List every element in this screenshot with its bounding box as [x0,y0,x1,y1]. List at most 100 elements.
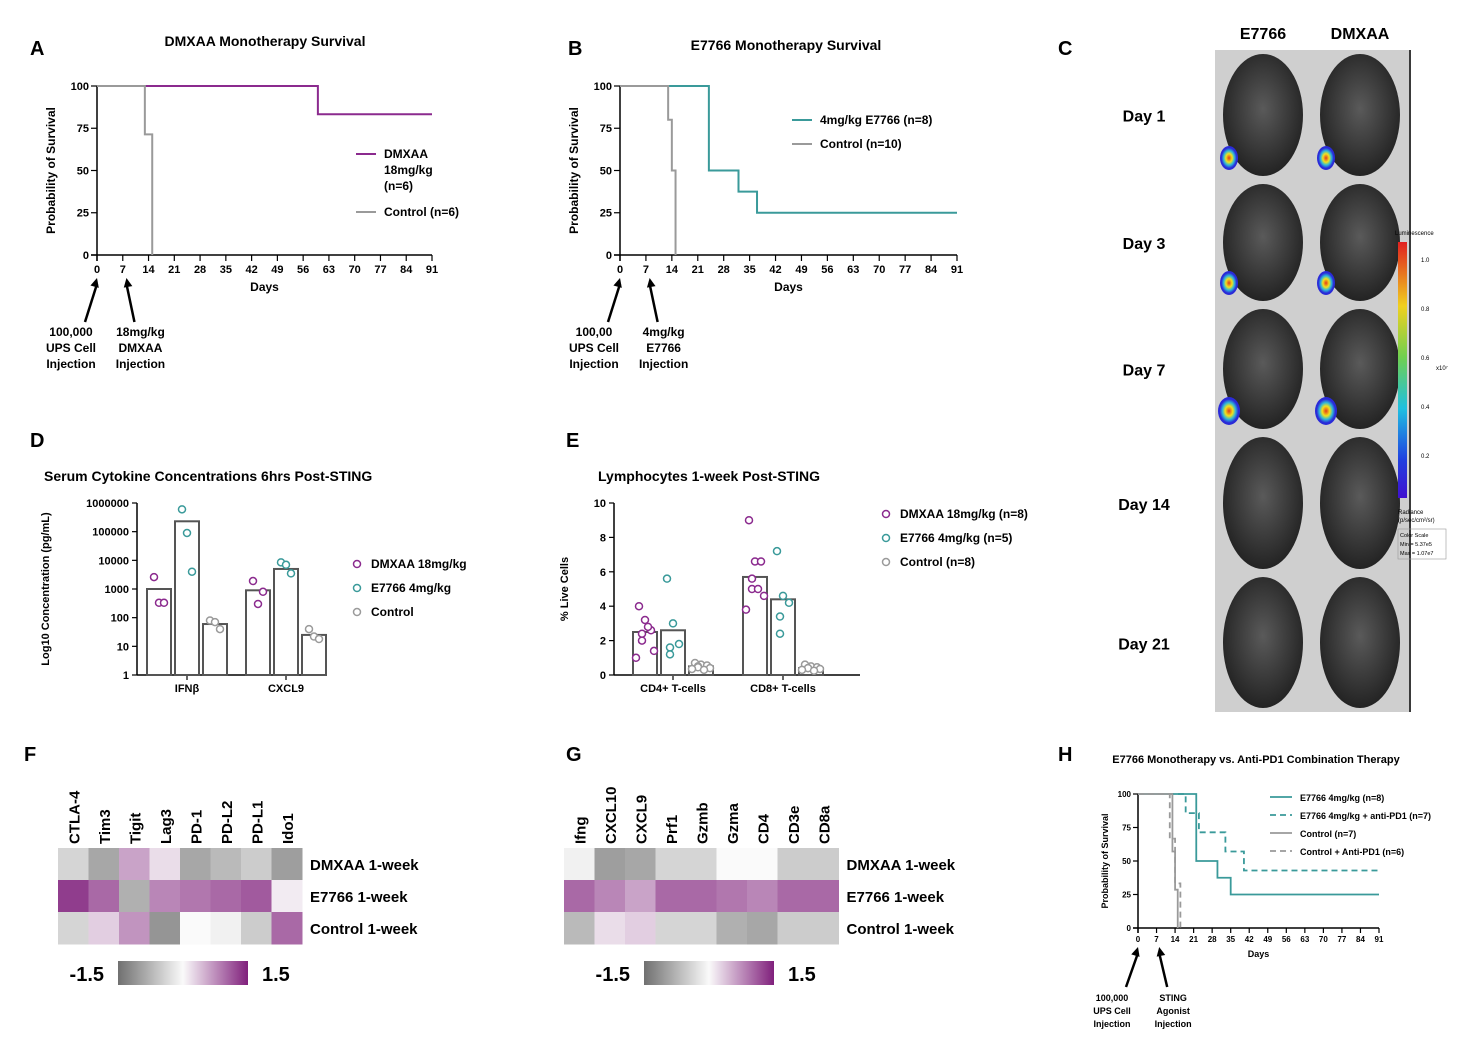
data-point [662,574,672,583]
annotation-arrowhead [646,278,656,288]
x-tick-label: 28 [718,264,730,276]
bar [245,589,271,677]
heatmap-row-label: Control 1-week [310,921,418,938]
y-tick-label: 0 [600,670,606,682]
heatmap-column-label: Tigit [127,813,144,844]
colorbar-tick-label: 1.0 [1421,258,1430,264]
x-tick-label: 14 [142,264,155,276]
heatmap-cell [625,880,656,913]
x-tick-label: 0 [617,264,623,276]
legend-label: Control (n=6) [384,205,459,219]
x-tick-label: 91 [426,264,438,276]
heatmap-cell [180,848,211,881]
data-point [248,576,258,586]
panel-letter-e: E [566,430,580,452]
survival-line-1 [1138,793,1379,872]
data-point [159,598,169,608]
chart-h-combination: E7766 Monotherapy vs. Anti-PD1 Combinati… [1050,740,1484,1050]
data-point [665,643,675,652]
legend-label: 18mg/kg [384,163,433,177]
survival-line-0 [1138,793,1379,896]
heatmap-column-label: CXCL10 [603,786,620,844]
annotation-text: 4mg/kg [643,325,685,339]
imaging-column-label: E7766 [1240,26,1286,43]
legend-label: E7766 4mg/kg (n=8) [1300,793,1384,803]
data-point [210,617,220,627]
legend-marker [352,559,362,569]
legend-label: E7766 4mg/kg [371,581,451,595]
annotation-text: E7766 [646,341,681,355]
mouse-image [1223,577,1303,708]
chart-svg: E7766 Monotherapy Survival 0 25 50 75 100 0 7 14… [567,37,963,371]
data-point [753,584,763,594]
survival-line-1 [620,85,677,255]
x-tick-label: 0 [94,264,100,276]
colorbar-multiplier: x10⁷ [1436,365,1448,372]
annotation-text: 100,000 [1096,993,1129,1003]
heatmap-row-label: E7766 1-week [847,889,945,906]
heatmap-cell [119,880,150,913]
y-tick-label: 10 [117,641,129,653]
panel-letter-b: B [568,38,583,60]
legend-label: (n=6) [384,179,413,193]
annotation-text: Agonist [1156,1006,1190,1016]
heatmap-cell [88,880,120,913]
heatmap-cell [808,880,839,913]
color-scale-min: -1.5 [70,964,104,986]
x-tick-label: 56 [1282,935,1291,944]
legend-label: Control (n=7) [1300,829,1356,839]
heatmap-cell [564,912,595,945]
y-tick-label: 0 [83,250,89,262]
heatmap-cell [686,880,717,913]
annotation-text: UPS Cell [1093,1006,1131,1016]
heatmap-cell [241,848,272,881]
chart-a-dmxaa-survival: DMXAA Monotherapy Survival 0 25 50 75 100 0 7 14… [0,20,540,400]
heatmap-cell [716,848,748,881]
panel-letter-f: F [24,744,37,766]
x-tick-label: 77 [374,264,386,276]
data-point [258,587,268,597]
x-tick-label: 7 [1154,935,1159,944]
y-tick-label: 10000 [98,555,129,567]
heatmap-cell [149,912,181,945]
imaging-row-label: Day 7 [1123,362,1166,379]
x-tick-label: 35 [1226,935,1235,944]
imaging-row-label: Day 21 [1118,636,1170,653]
legend-label: DMXAA 18mg/kg (n=8) [900,507,1028,521]
chart-svg: E7766 DMXAA Day 1 Day 3 Day 7 Day 14 Day 21 Lum… [1118,26,1448,712]
y-tick-label: 0 [1127,924,1132,933]
heatmap-column-label: Gzma [725,802,742,844]
legend-label: DMXAA [384,147,428,161]
chart-svg: E7766 Monotherapy vs. Anti-PD1 Combinati… [1093,754,1431,1029]
heatmap-cell [119,912,150,945]
x-category-label: CD8+ T-cells [750,683,816,695]
heatmap-column-label: PD-L1 [249,801,266,844]
x-tick-label: 42 [769,264,781,276]
bli-imaging-panel: E7766 DMXAA Day 1 Day 3 Day 7 Day 14 Day 21 Lum… [1090,20,1484,720]
y-tick-label: 2 [600,636,606,648]
heatmap-cell [777,848,809,881]
data-point [775,612,785,621]
bar [146,588,172,676]
heatmap-cell [210,880,242,913]
chart-d-cytokines: Serum Cytokine Concentrations 6hrs Post-… [0,450,540,710]
chart-svg: Ifng CXCL10 CXCL9 Prf1 Gzmb Gzma CD4 CD3e CD8a DM… [564,786,956,986]
heatmap-cell [58,880,89,913]
heatmap-cell [808,848,839,881]
x-tick-label: 70 [1319,935,1328,944]
chart-e-lymphocytes: Lymphocytes 1-week Post-STING 0 2 4 6 8 10 % Li… [540,450,1080,710]
legend-label: E7766 4mg/kg (n=5) [900,531,1012,545]
heatmap-cell [88,848,120,881]
x-tick-label: 42 [1245,935,1254,944]
y-tick-label: 6 [600,567,606,579]
y-tick-label: 100 [594,81,612,93]
survival-line-2 [1138,793,1179,928]
x-tick-label: 21 [168,264,180,276]
x-axis-label: Days [250,280,279,294]
annotation-text: Injection [46,357,95,371]
y-tick-label: 100 [1118,790,1132,799]
x-tick-label: 70 [873,264,885,276]
tumor-signal [1220,271,1238,295]
heatmap-cell [271,848,303,881]
panel-letter-g: G [566,744,582,766]
